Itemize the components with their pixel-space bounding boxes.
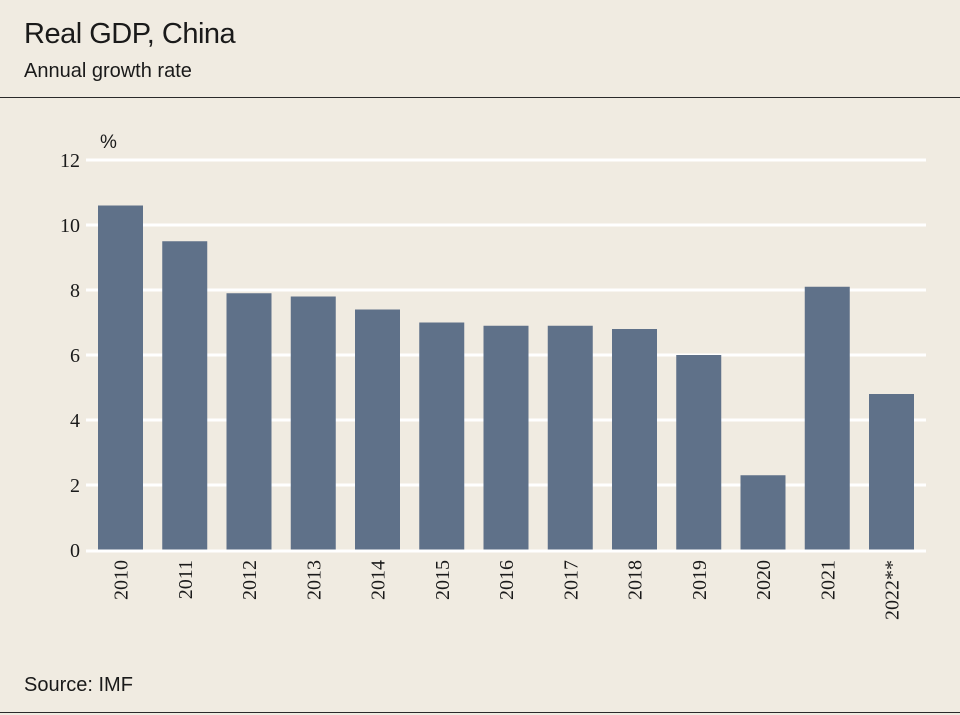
- source-note: Source: IMF: [24, 674, 133, 696]
- x-axis-ticks: 2010 2011 2012 2013 2014 2015 2016 2017 2018 2019…: [111, 560, 904, 620]
- bar-2016: [483, 325, 529, 550]
- bar-2010: [98, 205, 143, 550]
- x-tick-label: 2019: [689, 560, 711, 600]
- y-tick-label: 4: [70, 410, 80, 432]
- bar-2022: [869, 394, 914, 550]
- x-tick-label: 2014: [368, 560, 390, 600]
- bar-2020: [740, 475, 786, 550]
- x-tick-label: 2012: [239, 560, 261, 600]
- x-tick-label: 2021: [817, 560, 839, 600]
- x-tick-label: 2018: [625, 560, 647, 600]
- bar-2017: [547, 325, 593, 550]
- x-tick-label: 2013: [303, 560, 325, 600]
- footer-divider: [0, 712, 960, 713]
- bars: [98, 205, 914, 550]
- bar-2021: [804, 286, 850, 550]
- y-tick-label: 8: [70, 280, 80, 302]
- x-tick-label: 2010: [111, 560, 133, 600]
- chart-title: Real GDP, China: [24, 18, 236, 50]
- y-tick-label: 6: [70, 345, 80, 367]
- bar-2018: [612, 329, 657, 550]
- x-tick-label: 2015: [432, 560, 454, 600]
- y-axis-unit-label: %: [100, 132, 117, 153]
- chart-subtitle: Annual growth rate: [24, 60, 192, 82]
- bar-2012: [226, 293, 272, 550]
- x-tick-label: 2016: [496, 560, 518, 600]
- x-tick-label: 2022**: [882, 560, 904, 620]
- bar-2015: [419, 322, 465, 550]
- x-tick-label: 2017: [560, 560, 582, 600]
- y-tick-label: 12: [60, 150, 80, 172]
- bar-2013: [290, 296, 336, 550]
- bar-2019: [676, 355, 722, 550]
- x-tick-label: 2020: [753, 560, 775, 600]
- bar-2014: [355, 309, 400, 550]
- y-axis-ticks: 0 2 4 6 8 10 12: [60, 150, 80, 562]
- header-divider: [0, 97, 960, 98]
- y-tick-label: 0: [70, 540, 80, 562]
- y-tick-label: 2: [70, 475, 80, 497]
- y-tick-label: 10: [60, 215, 80, 237]
- bar-2011: [162, 241, 208, 550]
- x-tick-label: 2011: [175, 560, 197, 599]
